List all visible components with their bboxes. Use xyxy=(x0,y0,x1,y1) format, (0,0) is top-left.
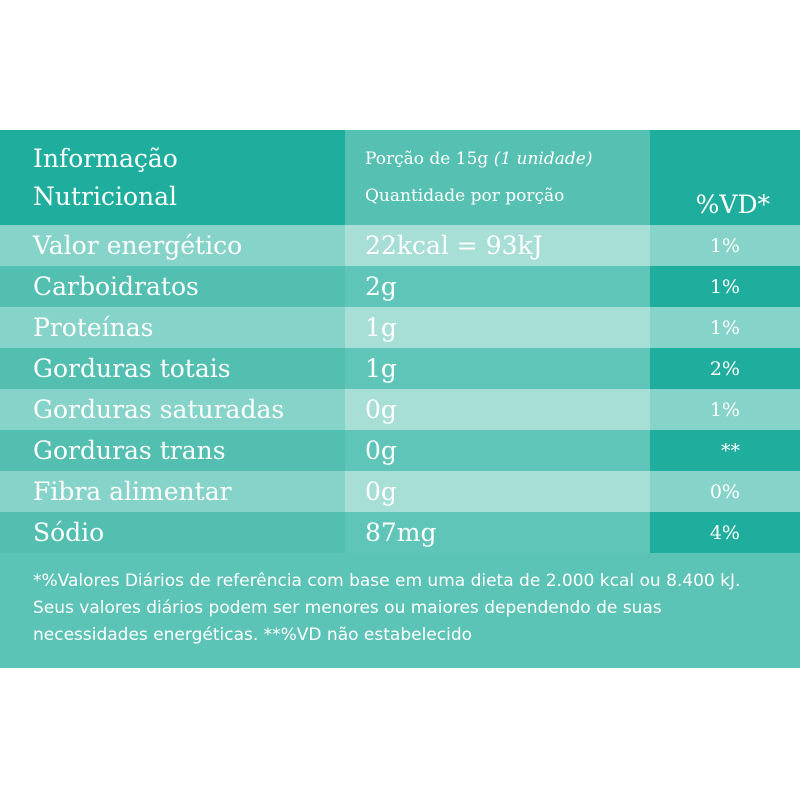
nutrient-vd: 1% xyxy=(650,266,800,307)
serving-label: Porção de 15g xyxy=(365,148,489,169)
table-row: Gorduras trans 0g ** xyxy=(0,430,800,471)
serving-size: Porção de 15g (1 unidade) xyxy=(365,141,592,178)
table-row: Sódio 87mg 4% xyxy=(0,512,800,553)
nutrient-vd: 0% xyxy=(650,471,800,512)
nutrient-name: Valor energético xyxy=(0,225,345,266)
nutrient-vd: 2% xyxy=(650,348,800,389)
nutrient-amount: 0g xyxy=(345,430,650,471)
table-row: Valor energético 22kcal = 93kJ 1% xyxy=(0,225,800,266)
nutrient-name: Carboidratos xyxy=(0,266,345,307)
nutrient-amount: 87mg xyxy=(345,512,650,553)
nutrient-vd: 1% xyxy=(650,307,800,348)
vd-header: %VD* xyxy=(650,130,800,225)
nutrient-name: Proteínas xyxy=(0,307,345,348)
nutrient-amount: 2g xyxy=(345,266,650,307)
serving-info: Porção de 15g (1 unidade) Quantidade por… xyxy=(345,130,650,225)
nutrient-name: Gorduras saturadas xyxy=(0,389,345,430)
title-line-2: Nutricional xyxy=(33,181,178,211)
nutrient-name: Sódio xyxy=(0,512,345,553)
nutrient-name: Gorduras totais xyxy=(0,348,345,389)
nutrient-amount: 1g xyxy=(345,348,650,389)
table-row: Fibra alimentar 0g 0% xyxy=(0,471,800,512)
nutrient-vd: 4% xyxy=(650,512,800,553)
nutrient-amount: 0g xyxy=(345,471,650,512)
nutrient-amount: 22kcal = 93kJ xyxy=(345,225,650,266)
title-line-1: Informação xyxy=(33,143,178,173)
nutrient-name: Gorduras trans xyxy=(0,430,345,471)
footnote: *%Valores Diários de referência com base… xyxy=(33,571,741,645)
nutrient-vd: ** xyxy=(650,430,800,471)
serving-unit: (1 unidade) xyxy=(493,148,593,169)
table-row: Gorduras totais 1g 2% xyxy=(0,348,800,389)
table-row: Proteínas 1g 1% xyxy=(0,307,800,348)
nutrition-table: Informação Nutricional Porção de 15g (1 … xyxy=(0,130,800,553)
nutrient-vd: 1% xyxy=(650,389,800,430)
quantity-label: Quantidade por porção xyxy=(365,185,565,206)
nutrient-amount: 1g xyxy=(345,307,650,348)
nutrient-name: Fibra alimentar xyxy=(0,471,345,512)
table-header: Informação Nutricional Porção de 15g (1 … xyxy=(0,130,800,225)
table-title: Informação Nutricional xyxy=(0,130,345,225)
table-row: Carboidratos 2g 1% xyxy=(0,266,800,307)
nutrient-amount: 0g xyxy=(345,389,650,430)
nutrient-vd: 1% xyxy=(650,225,800,266)
table-row: Gorduras saturadas 0g 1% xyxy=(0,389,800,430)
nutrition-facts-panel: Informação Nutricional Porção de 15g (1 … xyxy=(0,130,800,668)
